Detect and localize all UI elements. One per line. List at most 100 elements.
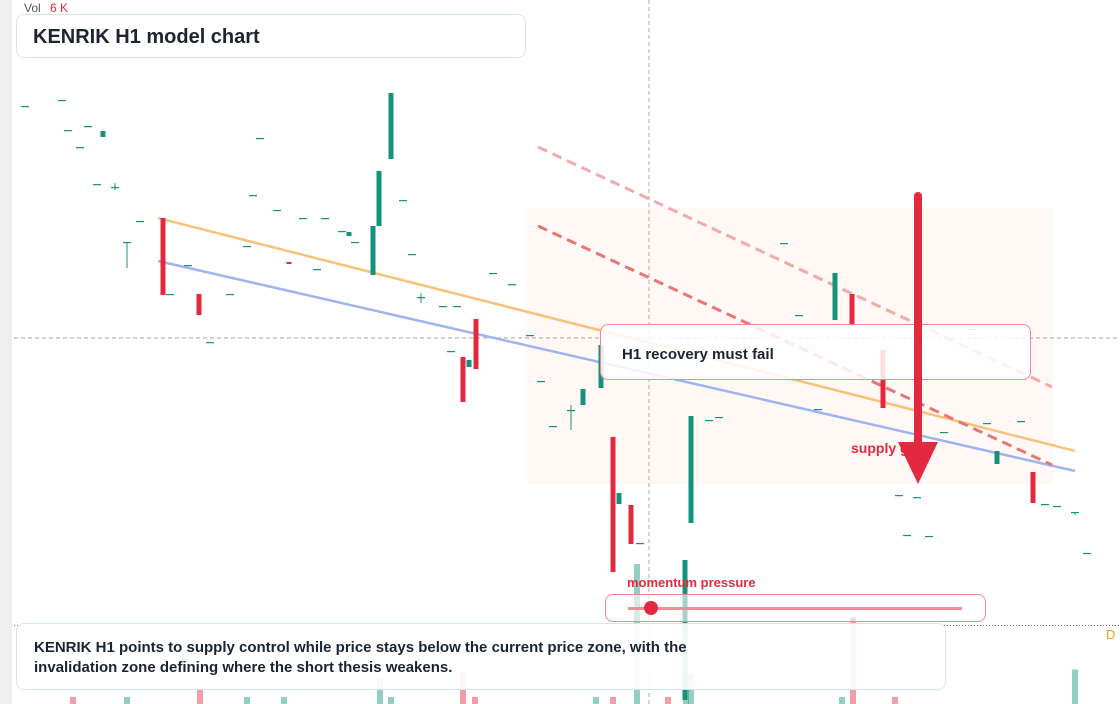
candle-body (226, 293, 234, 296)
candle-body (1017, 420, 1025, 423)
candle-body (76, 147, 84, 149)
candle-body (895, 495, 903, 497)
candle-body (1071, 512, 1079, 514)
candle-body (388, 93, 394, 160)
left-rail (0, 0, 12, 704)
candle-body (370, 225, 376, 275)
candle-body (376, 170, 382, 226)
candle-body (567, 410, 575, 412)
candle-body (489, 272, 497, 275)
description-box: KENRIK H1 points to supply control while… (16, 623, 946, 690)
trendline (537, 224, 1053, 467)
candle-body (1053, 505, 1061, 508)
volume-bar (388, 697, 394, 704)
candle-body (549, 426, 557, 428)
candle-body (399, 200, 407, 202)
candle-body (111, 186, 119, 189)
candle-body (780, 242, 788, 245)
candle-body (256, 137, 264, 140)
candle-body (616, 493, 622, 504)
zone-label: supply gap (851, 440, 925, 456)
candle-body (473, 319, 479, 369)
candle-body (299, 218, 307, 220)
volume-label: Vol (24, 1, 41, 15)
indicator-knob (644, 601, 658, 615)
candle-body (537, 380, 545, 383)
title-box: KENRIK H1 model chart (16, 14, 526, 58)
indicator-track (628, 607, 962, 610)
volume-bar (472, 697, 478, 704)
candle-body (610, 436, 616, 572)
candle-body (313, 269, 321, 271)
candle-body (940, 431, 948, 434)
candle-body (243, 245, 251, 248)
candle-body (93, 184, 101, 186)
candle-body (460, 357, 466, 402)
volume-bar (377, 677, 383, 704)
candle-body (408, 254, 416, 256)
candle-body (321, 218, 329, 220)
candle-body (447, 350, 455, 353)
indicator-box (605, 594, 986, 622)
volume-bar (70, 697, 76, 704)
candle-body (1083, 552, 1091, 555)
candle-body (849, 293, 855, 325)
volume-bar (244, 697, 250, 704)
level-label: D (1106, 627, 1116, 642)
volume-value: 6 K (50, 1, 69, 15)
candle-body (526, 335, 534, 337)
candle-body (913, 497, 921, 499)
candle-body (925, 535, 933, 538)
candle-body (903, 534, 911, 537)
chart-title: KENRIK H1 model chart (33, 26, 260, 48)
candle-body (688, 415, 694, 523)
candle-body (136, 220, 144, 223)
candle-body (184, 265, 192, 267)
candle-body (636, 542, 644, 545)
candle-body (123, 241, 131, 244)
candle-body (1030, 471, 1036, 503)
volume-bar (610, 697, 616, 704)
candle-body (100, 131, 106, 137)
candle-body (64, 130, 72, 132)
candle-body (346, 232, 352, 237)
annotation: H1 recovery must fail (622, 346, 774, 363)
volume-bar (281, 697, 287, 704)
candle-body (994, 450, 1000, 465)
candle-body (466, 359, 472, 367)
candle-body (84, 126, 92, 128)
volume-bar (124, 697, 130, 704)
candle-body (196, 293, 202, 315)
candle-body (249, 195, 257, 197)
candle-body (206, 342, 214, 344)
candle-body (832, 272, 838, 321)
candle-body (628, 504, 634, 544)
candle-body (417, 296, 425, 299)
candle-body (166, 293, 174, 296)
volume-legend: Vol 6 K (24, 1, 68, 15)
volume-bar (1072, 669, 1078, 704)
candle-body (705, 419, 713, 422)
volume-bar (197, 690, 203, 704)
description: KENRIK H1 points to supply control while… (34, 639, 687, 676)
volume-bar (593, 697, 599, 704)
volume-bar (839, 697, 845, 704)
candle-body (715, 416, 723, 419)
indicator-label: momentum pressure (627, 575, 756, 590)
volume-bar (892, 697, 898, 704)
candle-body (453, 306, 461, 308)
candle-body (814, 409, 822, 411)
candle-body (160, 218, 166, 295)
candle-body (439, 306, 447, 308)
candle-body (580, 389, 586, 406)
annotation-box: H1 recovery must fail (600, 324, 1031, 380)
candle-body (351, 241, 359, 244)
volume-bar (665, 697, 671, 704)
candle-body (508, 284, 516, 286)
candle-body (795, 314, 803, 317)
candle-body (983, 423, 991, 425)
candle-body (1041, 503, 1049, 506)
candle-body (58, 99, 66, 102)
candle-body (286, 261, 292, 264)
